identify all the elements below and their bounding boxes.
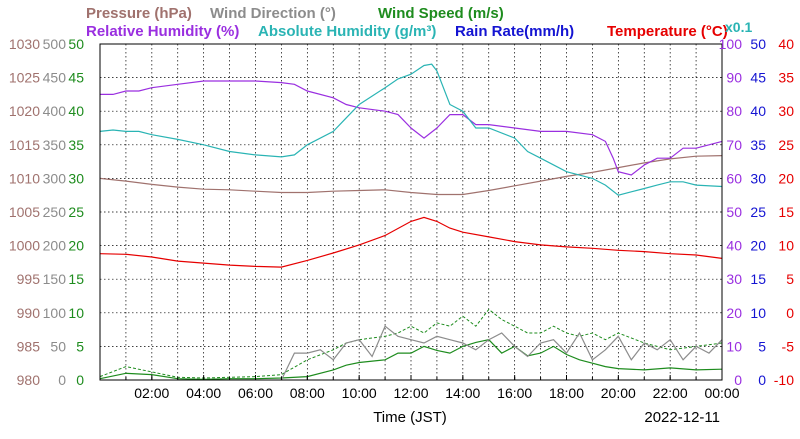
x-tick-label: 08:00 xyxy=(290,385,325,401)
tick-label-rain-rate: 50 xyxy=(750,36,766,52)
tick-label-pressure: 985 xyxy=(17,338,41,354)
tick-label-humidity: 40 xyxy=(726,238,742,254)
tick-label-humidity: 20 xyxy=(726,305,742,321)
tick-label-temperature: 10 xyxy=(778,238,794,254)
tick-label-pressure: 990 xyxy=(17,305,41,321)
tick-label-wind-speed: 25 xyxy=(68,204,84,220)
tick-label-rain-rate: 5 xyxy=(758,338,766,354)
tick-label-pressure: 1030 xyxy=(9,36,40,52)
tick-label-pressure: 1000 xyxy=(9,238,40,254)
x-tick-label: 18:00 xyxy=(549,385,584,401)
tick-label-wind-speed: 45 xyxy=(68,70,84,86)
tick-label-wind-speed: 50 xyxy=(68,36,84,52)
tick-label-humidity: 70 xyxy=(726,137,742,153)
tick-label-temperature: -10 xyxy=(774,372,794,388)
legend-entry: Rain Rate(mm/h) xyxy=(455,23,574,40)
tick-label-wind-direction: 200 xyxy=(43,238,67,254)
tick-label-temperature: 5 xyxy=(786,271,794,287)
x-tick-label: 16:00 xyxy=(497,385,532,401)
date-label: 2022-12-11 xyxy=(644,409,720,426)
tick-label-rain-rate: 25 xyxy=(750,204,766,220)
tick-label-temperature: 25 xyxy=(778,137,794,153)
tick-label-humidity: 90 xyxy=(726,70,742,86)
tick-label-wind-speed: 30 xyxy=(68,170,84,186)
tick-label-humidity: 10 xyxy=(726,338,742,354)
scale-note: x0.1 xyxy=(725,19,752,35)
legend-entry: Pressure (hPa) xyxy=(86,5,192,22)
legend-entry: Wind Speed (m/s) xyxy=(378,5,504,22)
tick-label-wind-direction: 100 xyxy=(43,305,67,321)
x-tick-label: 10:00 xyxy=(342,385,377,401)
tick-label-wind-speed: 35 xyxy=(68,137,84,153)
tick-label-rain-rate: 30 xyxy=(750,170,766,186)
tick-label-wind-speed: 5 xyxy=(76,338,84,354)
tick-label-wind-direction: 50 xyxy=(50,338,66,354)
tick-label-temperature: 40 xyxy=(778,36,794,52)
tick-label-humidity: 30 xyxy=(726,271,742,287)
x-tick-label: 04:00 xyxy=(186,385,221,401)
tick-label-temperature: -5 xyxy=(782,338,795,354)
tick-label-wind-direction: 350 xyxy=(43,137,67,153)
tick-label-wind-speed: 20 xyxy=(68,238,84,254)
tick-label-pressure: 995 xyxy=(17,271,41,287)
tick-label-wind-direction: 150 xyxy=(43,271,67,287)
tick-label-wind-direction: 250 xyxy=(43,204,67,220)
tick-label-wind-direction: 400 xyxy=(43,103,67,119)
legend-entry: Wind Direction (°) xyxy=(210,5,336,22)
tick-label-pressure: 1020 xyxy=(9,103,40,119)
legend-entry: Relative Humidity (%) xyxy=(86,23,239,40)
tick-label-wind-direction: 500 xyxy=(43,36,67,52)
tick-label-rain-rate: 10 xyxy=(750,305,766,321)
x-tick-label: 02:00 xyxy=(134,385,169,401)
tick-label-pressure: 1005 xyxy=(9,204,40,220)
x-tick-label: 06:00 xyxy=(238,385,273,401)
tick-label-pressure: 1010 xyxy=(9,170,40,186)
tick-label-humidity: 50 xyxy=(726,204,742,220)
x-tick-label: 00:00 xyxy=(704,385,739,401)
legend-entry: Temperature (°C) xyxy=(607,23,728,40)
tick-label-pressure: 980 xyxy=(17,372,41,388)
tick-label-temperature: 30 xyxy=(778,103,794,119)
tick-label-wind-speed: 0 xyxy=(76,372,84,388)
tick-label-rain-rate: 20 xyxy=(750,238,766,254)
tick-label-rain-rate: 45 xyxy=(750,70,766,86)
tick-label-wind-direction: 450 xyxy=(43,70,67,86)
x-tick-label: 20:00 xyxy=(601,385,636,401)
x-tick-label: 12:00 xyxy=(393,385,428,401)
x-tick-label: 22:00 xyxy=(653,385,688,401)
x-axis-label: Time (JST) xyxy=(373,409,447,426)
tick-label-rain-rate: 35 xyxy=(750,137,766,153)
tick-label-wind-speed: 40 xyxy=(68,103,84,119)
tick-label-rain-rate: 40 xyxy=(750,103,766,119)
x-tick-label: 14:00 xyxy=(445,385,480,401)
tick-label-pressure: 1015 xyxy=(9,137,40,153)
tick-label-temperature: 0 xyxy=(786,305,794,321)
tick-label-humidity: 80 xyxy=(726,103,742,119)
tick-label-pressure: 1025 xyxy=(9,70,40,86)
tick-label-wind-direction: 0 xyxy=(58,372,66,388)
tick-label-rain-rate: 0 xyxy=(758,372,766,388)
legend-entry: Absolute Humidity (g/m³) xyxy=(258,23,436,40)
tick-label-temperature: 15 xyxy=(778,204,794,220)
tick-label-rain-rate: 15 xyxy=(750,271,766,287)
tick-label-wind-speed: 15 xyxy=(68,271,84,287)
tick-label-humidity: 60 xyxy=(726,170,742,186)
tick-label-temperature: 20 xyxy=(778,170,794,186)
tick-label-wind-speed: 10 xyxy=(68,305,84,321)
tick-label-wind-direction: 300 xyxy=(43,170,67,186)
tick-label-temperature: 35 xyxy=(778,70,794,86)
